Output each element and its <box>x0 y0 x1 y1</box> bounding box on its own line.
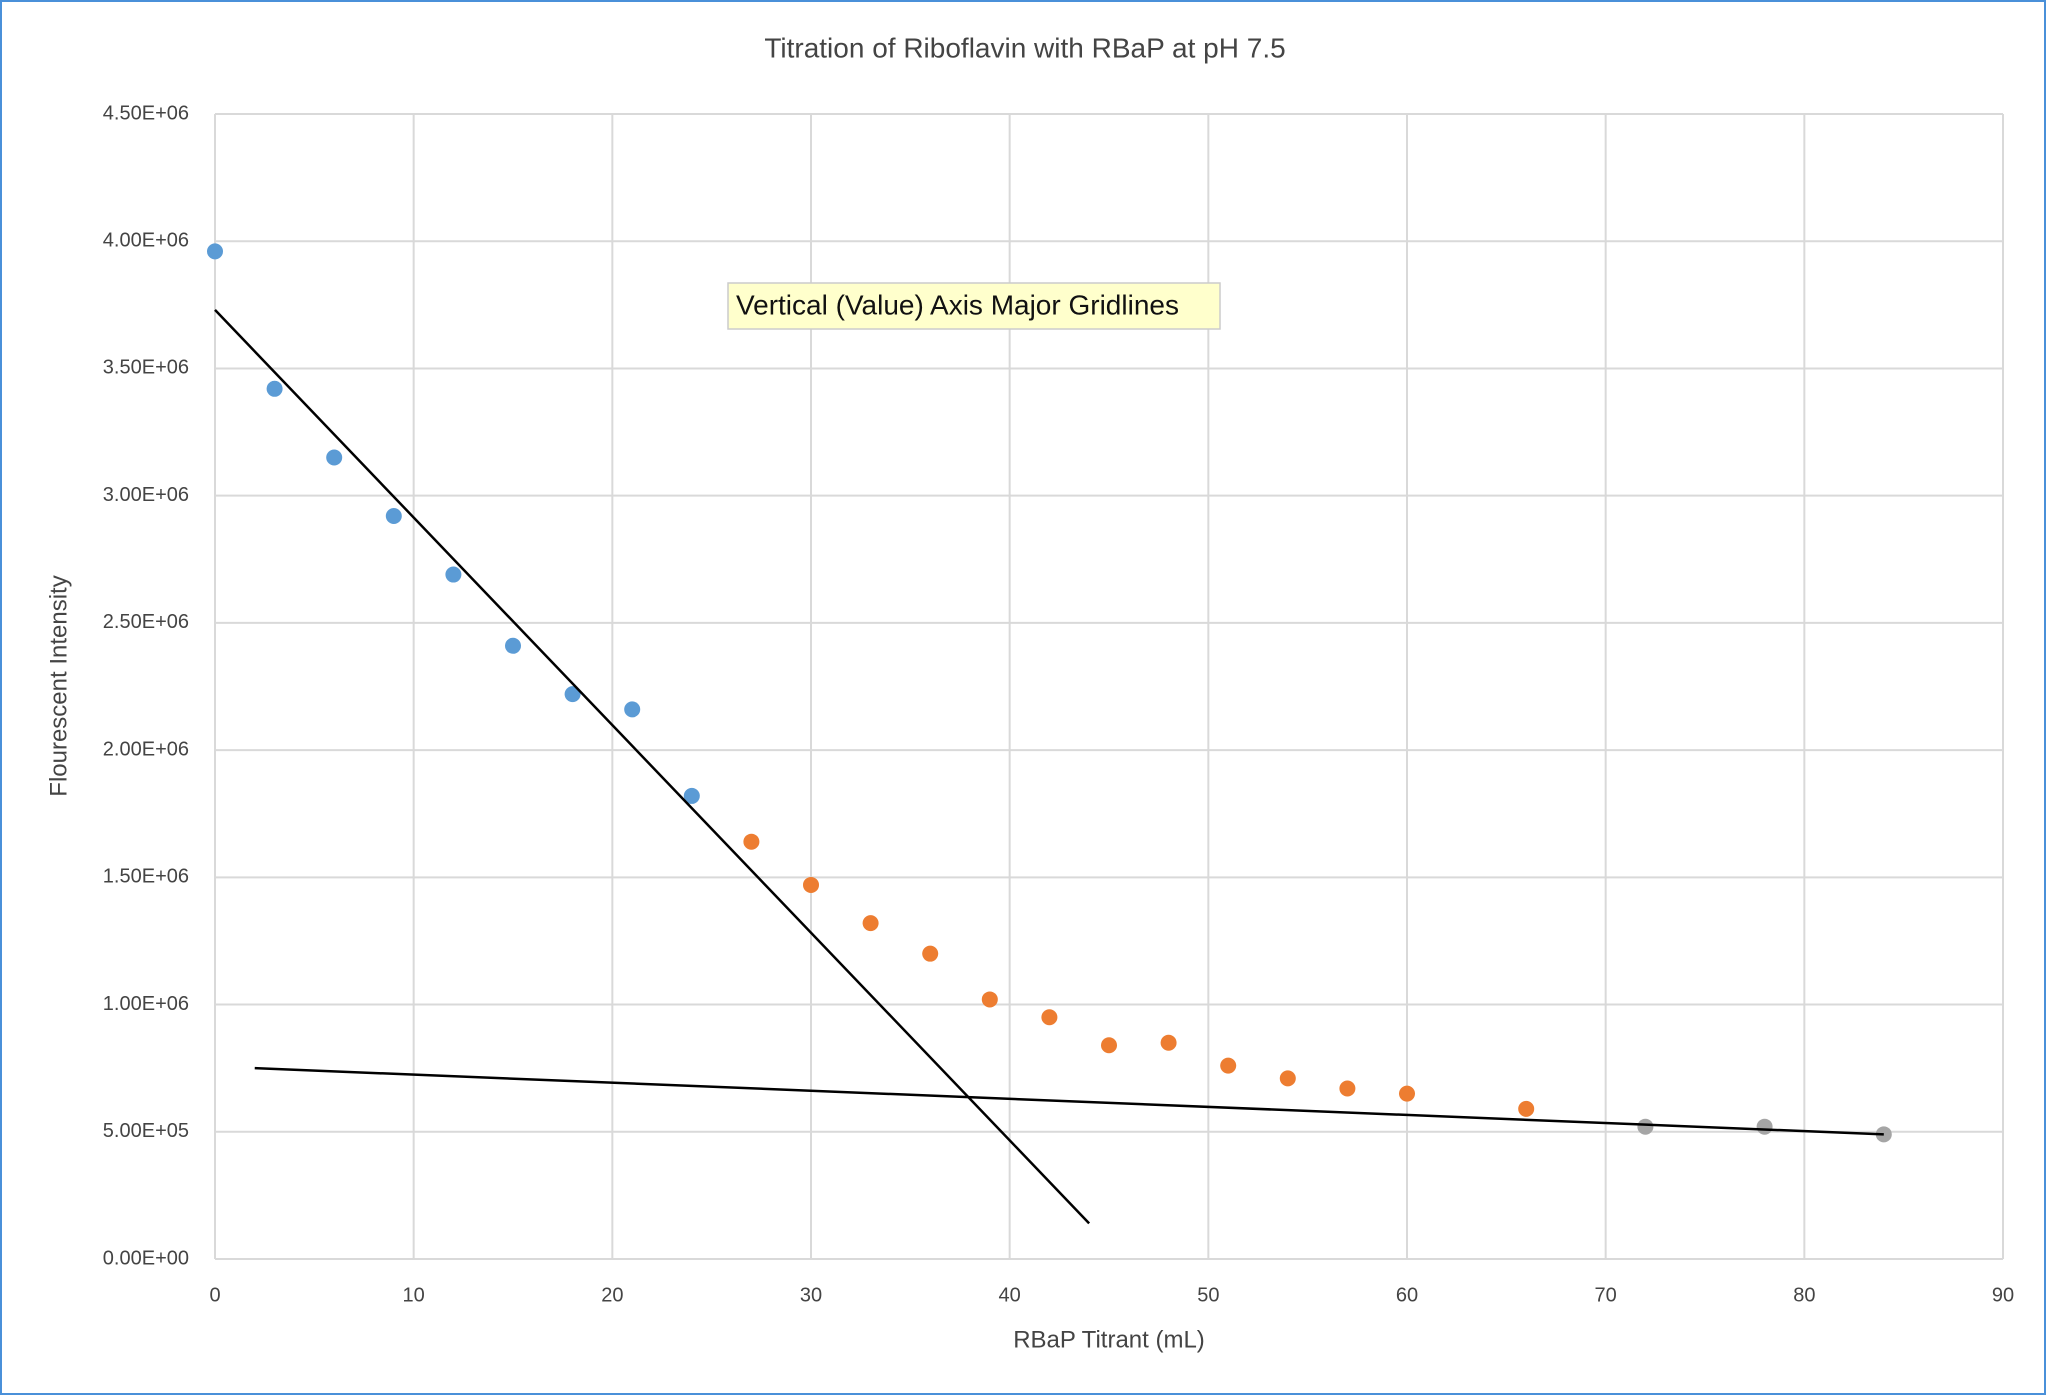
x-tick-label: 0 <box>209 1284 220 1306</box>
data-point <box>1637 1118 1654 1135</box>
data-point <box>266 380 283 397</box>
x-tick-label: 80 <box>1793 1284 1815 1306</box>
data-point <box>1101 1037 1117 1054</box>
data-point <box>743 833 760 850</box>
data-point <box>1399 1085 1415 1102</box>
data-point <box>505 637 521 654</box>
data-point <box>1518 1100 1535 1117</box>
marks <box>207 243 1892 1225</box>
x-tick-label: 30 <box>800 1284 822 1306</box>
x-tick-label: 70 <box>1595 1284 1617 1306</box>
data-point <box>564 686 581 703</box>
chart-title: Titration of Riboflavin with RBaP at pH … <box>764 32 1285 63</box>
x-axis-label: RBaP Titrant (mL) <box>1013 1326 1205 1353</box>
data-point <box>1339 1080 1356 1097</box>
x-tick-label: 90 <box>1992 1284 2014 1306</box>
y-axis-label: Flourescent Intensity <box>45 575 72 796</box>
data-point <box>683 787 700 804</box>
y-tick-label: 2.50E+06 <box>103 611 189 633</box>
y-tick-label: 3.50E+06 <box>103 357 189 379</box>
data-point <box>1279 1070 1296 1087</box>
trend-line <box>214 309 1091 1225</box>
y-tick-label: 1.00E+06 <box>103 993 189 1015</box>
y-tick-label: 3.00E+06 <box>103 484 189 506</box>
x-tick-label: 40 <box>999 1284 1021 1306</box>
data-point <box>624 701 641 718</box>
x-tick-label: 50 <box>1197 1284 1219 1306</box>
y-tick-label: 5.00E+05 <box>103 1120 189 1142</box>
data-point <box>385 508 402 525</box>
y-tick-label: 2.00E+06 <box>103 738 189 760</box>
y-tick-label: 0.00E+00 <box>103 1247 189 1269</box>
data-point <box>803 876 819 893</box>
data-point <box>1041 1009 1058 1026</box>
y-tick-label: 4.00E+06 <box>103 230 189 252</box>
data-point <box>207 243 223 260</box>
data-point <box>981 991 998 1008</box>
data-point <box>862 915 879 932</box>
x-tick-label: 20 <box>601 1284 623 1306</box>
x-tick-label: 60 <box>1396 1284 1418 1306</box>
y-tick-label: 4.50E+06 <box>103 102 189 124</box>
data-point <box>1756 1118 1773 1135</box>
x-tick-label: 10 <box>403 1284 425 1306</box>
data-point <box>1160 1034 1177 1051</box>
y-tick-label: 1.50E+06 <box>103 866 189 888</box>
data-point <box>445 566 462 583</box>
data-point <box>326 449 343 466</box>
trend-line <box>254 1066 1884 1136</box>
tooltip-box <box>727 282 1221 330</box>
tooltip-text: Vertical (Value) Axis Major Gridlines <box>736 289 1179 320</box>
data-point <box>1220 1057 1237 1074</box>
data-point <box>922 945 939 962</box>
